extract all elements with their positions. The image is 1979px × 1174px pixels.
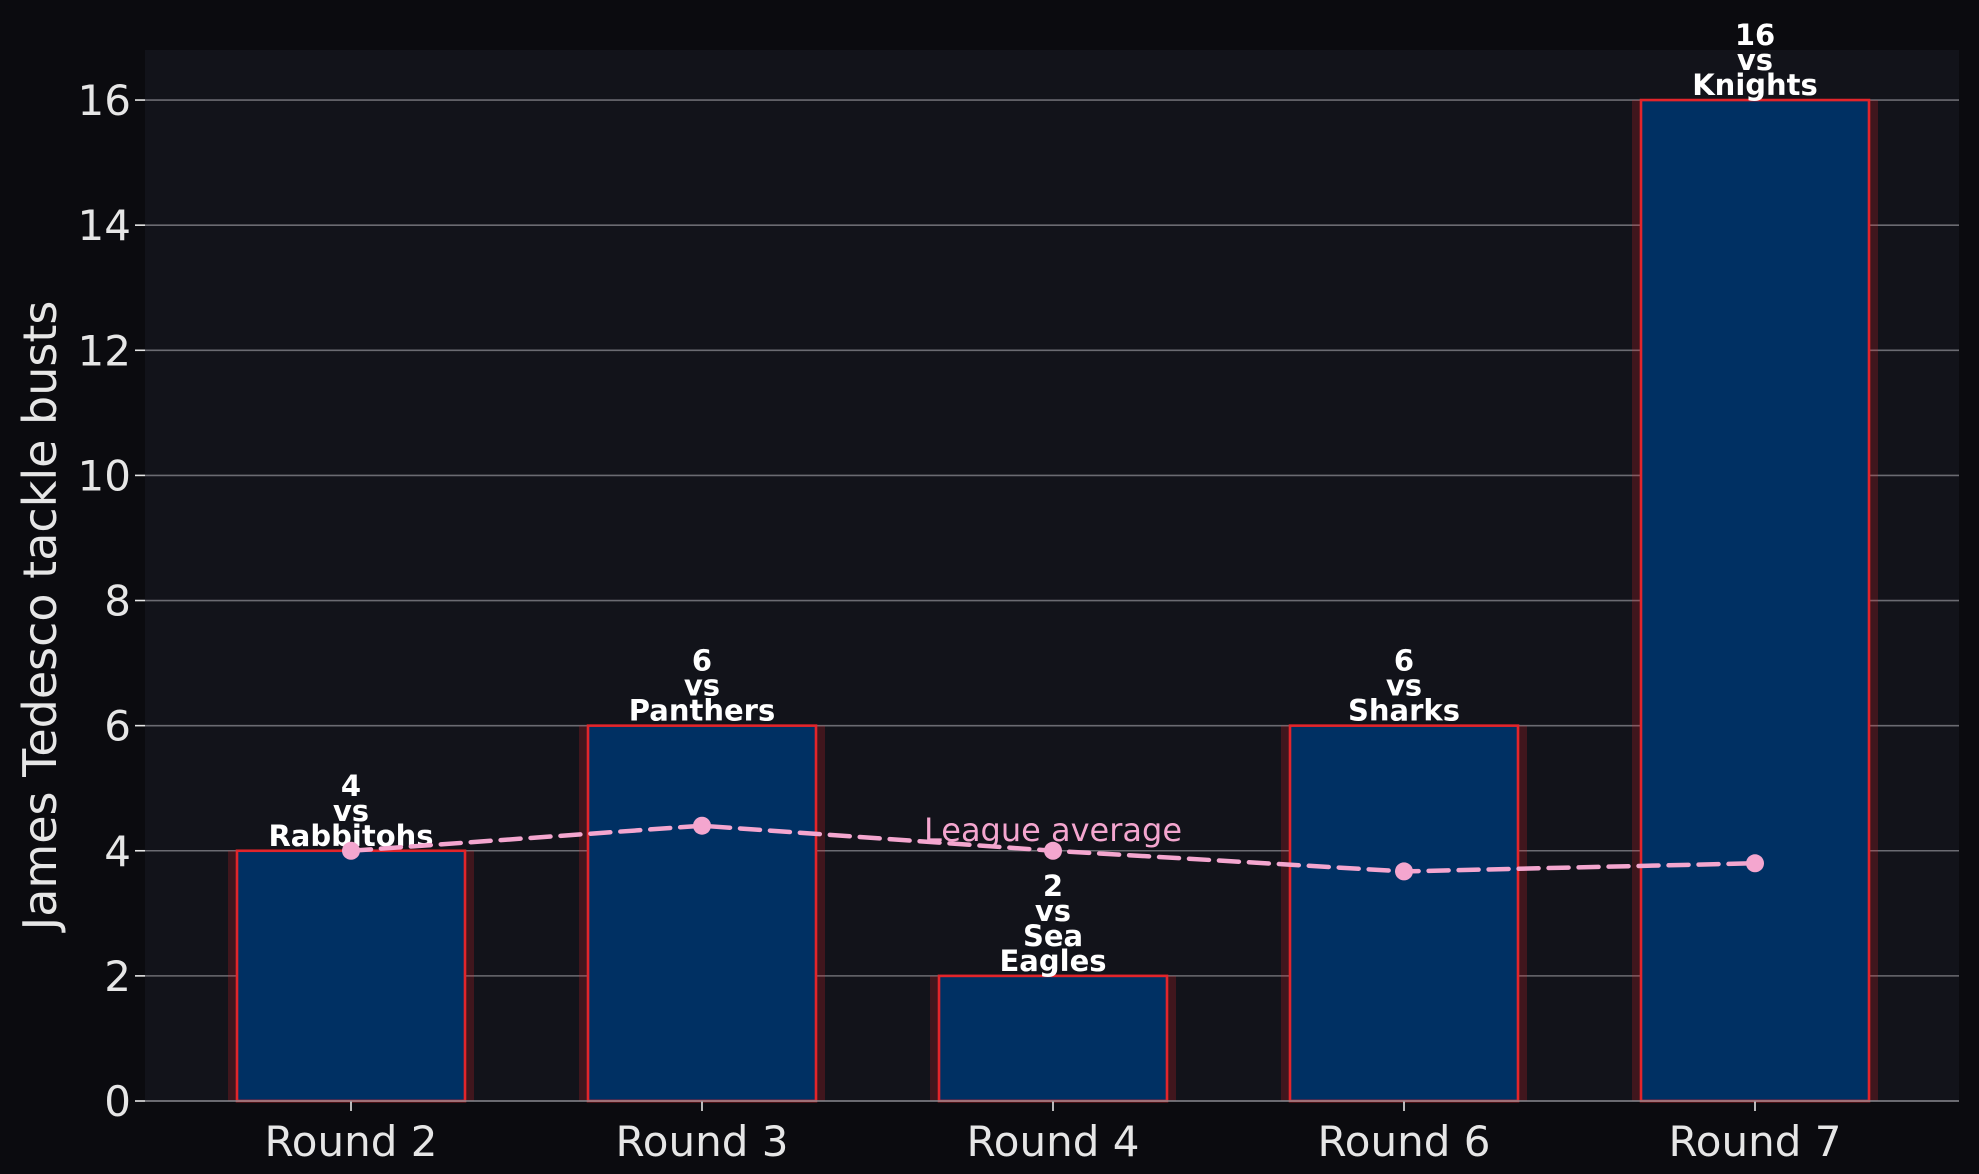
- league-average-point: [693, 816, 711, 835]
- league-average-point: [342, 841, 360, 860]
- y-tick-label: 10: [78, 451, 131, 500]
- y-tick-label: 6: [104, 702, 131, 751]
- bar-data-label-line: 16: [1735, 18, 1775, 52]
- y-tick-label: 4: [104, 827, 131, 876]
- y-tick-label: 14: [78, 201, 131, 250]
- y-axis-ticks: 0 2 4 6 8 10 12 14 16: [78, 76, 145, 1126]
- bar-data-label-line: vs: [1386, 669, 1422, 703]
- y-tick-label: 16: [78, 76, 131, 125]
- x-tick-label: Round 4: [967, 1117, 1140, 1166]
- bar-data-label-line: 6: [1394, 644, 1414, 678]
- x-axis-ticks: Round 2 Round 3 Round 4 Round 6 Round 7: [265, 1101, 1842, 1166]
- x-tick-label: Round 7: [1669, 1117, 1842, 1166]
- bar-data-label-line: Sharks: [1348, 694, 1460, 728]
- league-average-point: [1395, 862, 1413, 881]
- bar-data-label-line: vs: [1035, 894, 1071, 928]
- y-tick-label: 12: [78, 326, 131, 375]
- y-tick-label: 0: [104, 1077, 131, 1126]
- bar-data-label: 6 vs Panthers: [629, 644, 775, 728]
- x-tick-label: Round 2: [265, 1117, 438, 1166]
- bar-data-label-line: Panthers: [629, 694, 775, 728]
- bar-data-label-line: vs: [684, 669, 720, 703]
- bar-data-label-line: vs: [333, 794, 369, 828]
- x-tick-label: Round 6: [1318, 1117, 1491, 1166]
- bar-data-label: 2 vs Sea Eagles: [999, 869, 1106, 978]
- bar: [937, 974, 1169, 1103]
- bar-data-label-line: Knights: [1692, 68, 1818, 102]
- y-tick-label: 2: [104, 952, 131, 1001]
- bar: [1639, 98, 1871, 1103]
- bars: [228, 98, 1878, 1103]
- bar-data-label: 6 vs Sharks: [1348, 644, 1460, 728]
- bar-data-label: 16 vs Knights: [1692, 18, 1818, 102]
- league-average-point: [1044, 841, 1062, 860]
- bar: [586, 724, 818, 1103]
- bar-data-label-line: 2: [1043, 869, 1063, 903]
- bar-data-label-line: 6: [692, 644, 712, 678]
- bar: [235, 849, 467, 1103]
- y-tick-label: 8: [104, 577, 131, 626]
- bar: [1288, 724, 1520, 1103]
- league-average-label: League average: [924, 811, 1182, 849]
- bar-data-label-line: 4: [341, 769, 361, 803]
- x-tick-label: Round 3: [616, 1117, 789, 1166]
- league-average-line: League average: [342, 811, 1764, 881]
- league-average-point: [1746, 854, 1764, 873]
- bar-data-label-line: Sea: [1023, 919, 1083, 953]
- bar-data-label-line: Eagles: [999, 944, 1106, 978]
- bar-data-label-line: vs: [1737, 43, 1773, 77]
- y-axis-label: James Tedesco tackle busts: [13, 301, 67, 934]
